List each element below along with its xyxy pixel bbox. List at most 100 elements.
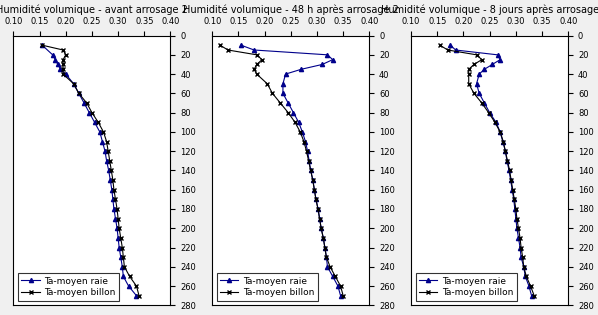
Ta-moyen billon (136, 294, 143, 298)
Ta-moyen raie (304, 149, 311, 153)
Ta-moyen raie (517, 246, 524, 249)
Ta-moyen raie (309, 178, 316, 182)
Ta-moyen billon (485, 111, 492, 115)
Ta-moyen raie (57, 67, 64, 71)
Ta-moyen raie (96, 130, 103, 134)
Ta-moyen raie (103, 159, 110, 163)
Ta-moyen raie (496, 58, 504, 61)
Ta-moyen raie (120, 275, 127, 278)
Ta-moyen raie (290, 111, 297, 115)
Ta-moyen raie (318, 226, 325, 230)
Ta-moyen raie (517, 255, 524, 259)
Ta-moyen billon (523, 275, 530, 278)
Ta-moyen billon (504, 159, 511, 163)
Ta-moyen raie (86, 111, 93, 115)
Ta-moyen billon (309, 178, 316, 182)
Ta-moyen raie (452, 48, 459, 52)
Ta-moyen billon (39, 43, 46, 47)
Ta-moyen raie (513, 226, 520, 230)
Ta-moyen raie (510, 198, 517, 201)
Ta-moyen billon (216, 43, 224, 47)
Ta-moyen billon (94, 120, 102, 124)
Ta-moyen raie (54, 63, 62, 66)
Ta-moyen raie (114, 226, 121, 230)
Ta-moyen billon (307, 169, 315, 172)
Ta-moyen billon (506, 169, 513, 172)
Ta-moyen billon (112, 198, 119, 201)
Ta-moyen billon (121, 265, 128, 269)
Ta-moyen raie (133, 294, 140, 298)
Legend: Ta-moyen raie, Ta-moyen billon: Ta-moyen raie, Ta-moyen billon (416, 273, 517, 301)
Ta-moyen raie (299, 130, 306, 134)
Ta-moyen billon (478, 58, 486, 61)
Ta-moyen raie (282, 72, 289, 76)
Ta-moyen raie (117, 255, 124, 259)
Ta-moyen billon (117, 236, 124, 240)
Ta-moyen billon (251, 67, 258, 71)
Ta-moyen billon (496, 130, 504, 134)
Line: Ta-moyen raie: Ta-moyen raie (448, 43, 533, 298)
Ta-moyen billon (500, 140, 507, 143)
Ta-moyen raie (486, 111, 493, 115)
Ta-moyen raie (91, 120, 98, 124)
Ta-moyen raie (499, 140, 507, 143)
Ta-moyen billon (437, 43, 444, 47)
Ta-moyen raie (489, 63, 496, 66)
Ta-moyen raie (109, 198, 117, 201)
Ta-moyen raie (81, 101, 88, 105)
Ta-moyen raie (473, 82, 480, 86)
Ta-moyen billon (103, 140, 110, 143)
Ta-moyen billon (311, 188, 318, 192)
Ta-moyen raie (319, 63, 326, 66)
Ta-moyen billon (75, 91, 83, 95)
Ta-moyen raie (324, 53, 331, 57)
Ta-moyen billon (60, 63, 67, 66)
Ta-moyen billon (465, 67, 472, 71)
Ta-moyen billon (109, 178, 117, 182)
Ta-moyen raie (521, 275, 529, 278)
Ta-moyen raie (279, 91, 286, 95)
Ta-moyen billon (471, 63, 478, 66)
Ta-moyen billon (512, 207, 520, 211)
Ta-moyen billon (106, 159, 114, 163)
Ta-moyen billon (321, 246, 328, 249)
Legend: Ta-moyen raie, Ta-moyen billon: Ta-moyen raie, Ta-moyen billon (216, 273, 318, 301)
Ta-moyen raie (237, 43, 245, 47)
Line: Ta-moyen billon: Ta-moyen billon (438, 43, 536, 298)
Ta-moyen billon (115, 226, 123, 230)
Ta-moyen billon (253, 63, 260, 66)
Ta-moyen billon (258, 58, 266, 61)
Ta-moyen billon (517, 236, 524, 240)
Ta-moyen billon (519, 255, 526, 259)
Ta-moyen billon (253, 72, 260, 76)
Ta-moyen billon (473, 53, 480, 57)
Ta-moyen raie (99, 140, 106, 143)
Ta-moyen raie (481, 67, 488, 71)
Ta-moyen raie (285, 101, 292, 105)
Ta-moyen billon (108, 169, 115, 172)
Ta-moyen billon (62, 53, 69, 57)
Ta-moyen raie (115, 236, 122, 240)
Ta-moyen billon (60, 58, 67, 61)
Ta-moyen billon (277, 101, 284, 105)
Ta-moyen raie (528, 294, 535, 298)
Ta-moyen billon (513, 217, 520, 220)
Ta-moyen raie (334, 284, 341, 288)
Title: Humidité volumique - 48 h après arrosage 2: Humidité volumique - 48 h après arrosage… (183, 4, 399, 15)
Ta-moyen billon (465, 72, 472, 76)
Ta-moyen raie (115, 246, 123, 249)
Ta-moyen raie (494, 53, 501, 57)
Ta-moyen billon (327, 265, 334, 269)
Ta-moyen billon (70, 82, 77, 86)
Title: Humidité volumique - 8 jours après arrosage: Humidité volumique - 8 jours après arros… (380, 4, 598, 15)
Ta-moyen raie (520, 265, 527, 269)
Ta-moyen raie (75, 91, 83, 95)
Line: Ta-moyen raie: Ta-moyen raie (239, 43, 343, 298)
Ta-moyen billon (527, 284, 534, 288)
Ta-moyen billon (303, 149, 310, 153)
Ta-moyen raie (119, 265, 126, 269)
Ta-moyen billon (530, 294, 538, 298)
Ta-moyen billon (312, 198, 319, 201)
Ta-moyen billon (83, 101, 90, 105)
Ta-moyen billon (111, 188, 118, 192)
